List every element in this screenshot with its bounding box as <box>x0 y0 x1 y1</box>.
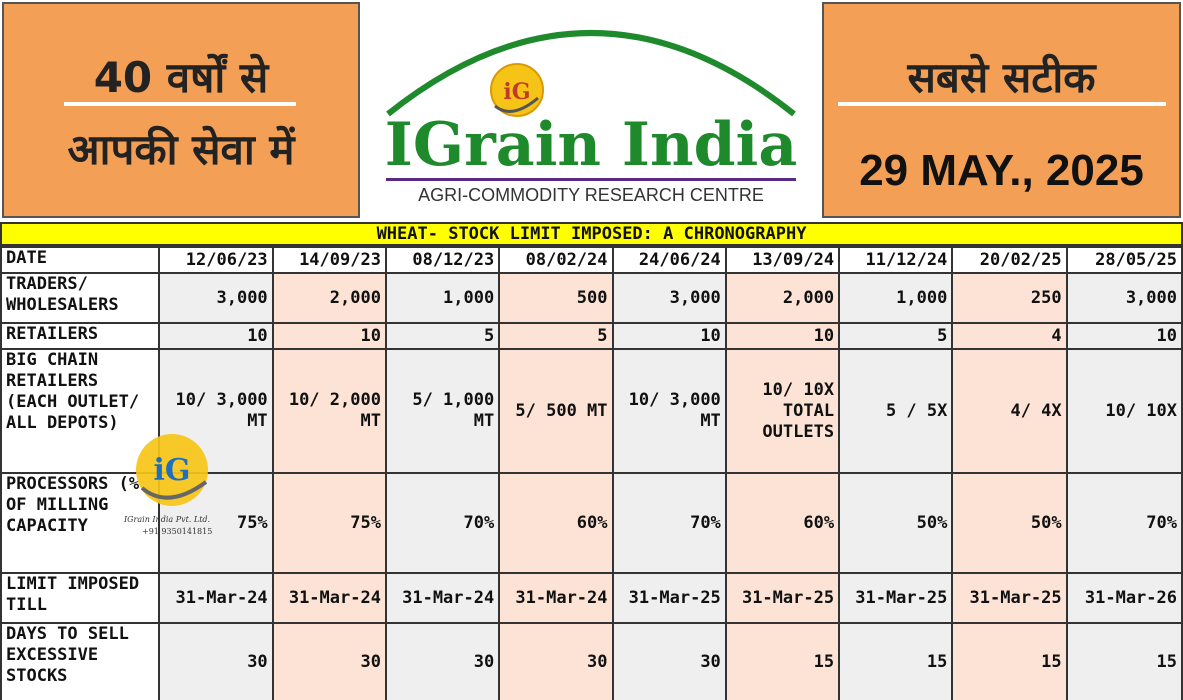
table-cell: 31-Mar-24 <box>158 572 274 624</box>
table-row-days-to-sell: DAYS TO SELL EXCESSIVE STOCKS 30 30 30 3… <box>0 622 1183 700</box>
table-cell: 30 <box>498 622 614 700</box>
table-cell: 30 <box>271 622 387 700</box>
table-cell: 31-Mar-25 <box>951 572 1068 624</box>
table-title: WHEAT- STOCK LIMIT IMPOSED: A CHRONOGRAP… <box>0 222 1183 246</box>
table-row-limit-till: LIMIT IMPOSED TILL 31-Mar-24 31-Mar-24 3… <box>0 572 1183 624</box>
table-cell: 31-Mar-25 <box>611 572 727 624</box>
brand-name: IGrain India <box>384 110 798 180</box>
row-label: TRADERS/ WHOLESALERS <box>0 272 161 324</box>
slogan-line-1: 40 वर्षों से <box>93 53 269 102</box>
header-banner: 40 वर्षों से आपकी सेवा में iG IGrain Ind… <box>0 0 1183 220</box>
watermark-letters: iG <box>153 453 190 488</box>
table-cell: 3,000 <box>158 272 274 324</box>
table-cell: 60% <box>724 472 841 574</box>
accuracy-slogan: सबसे सटीक <box>907 53 1096 102</box>
table-cell: 31-Mar-26 <box>1065 572 1183 624</box>
watermark-company: IGrain India Pvt. Ltd. <box>124 515 211 524</box>
date-header: 14/09/23 <box>271 246 387 274</box>
watermark-phone: +91 9350141815 <box>142 527 213 536</box>
brand-tagline: AGRI-COMMODITY RESEARCH CENTRE <box>418 185 764 205</box>
date-header: 28/05/25 <box>1065 246 1183 274</box>
table-cell: 5 / 5X <box>838 348 954 474</box>
date-header: 08/02/24 <box>498 246 614 274</box>
table-row-big-chain: BIG CHAIN RETAILERS (EACH OUTLET/ ALL DE… <box>0 348 1183 474</box>
table-cell: 10/ 3,000 MT <box>158 348 274 474</box>
table-cell: 3,000 <box>1065 272 1183 324</box>
table-cell: 70% <box>1065 472 1183 574</box>
table-cell: 3,000 <box>611 272 727 324</box>
table-cell: 31-Mar-24 <box>498 572 614 624</box>
table-cell: 75% <box>271 472 387 574</box>
table-cell: 15 <box>951 622 1068 700</box>
row-label: LIMIT IMPOSED TILL <box>0 572 161 624</box>
table-cell: 15 <box>724 622 841 700</box>
table-cell: 1,000 <box>384 272 501 324</box>
date-divider <box>838 102 1166 106</box>
table-row-traders: TRADERS/ WHOLESALERS 3,000 2,000 1,000 5… <box>0 272 1183 324</box>
table-cell: 250 <box>951 272 1068 324</box>
row-label: BIG CHAIN RETAILERS (EACH OUTLET/ ALL DE… <box>0 348 161 474</box>
table-cell: 70% <box>384 472 501 574</box>
table-cell: 31-Mar-25 <box>724 572 841 624</box>
date-header: 13/09/24 <box>724 246 841 274</box>
row-label: PROCESSORS (% OF MILLING CAPACITY <box>0 472 161 574</box>
table-cell: 500 <box>498 272 614 324</box>
logo-panel: iG IGrain India AGRI-COMMODITY RESEARCH … <box>362 2 820 218</box>
watermark-logo-icon: iG <box>136 434 208 506</box>
table-cell: 10/ 3,000 MT <box>611 348 727 474</box>
table-cell: 5 <box>838 322 954 350</box>
table-cell: 2,000 <box>271 272 387 324</box>
brand-underline <box>386 178 796 181</box>
row-label: DATE <box>0 246 161 274</box>
table-cell: 30 <box>611 622 727 700</box>
table-cell: 4/ 4X <box>951 348 1068 474</box>
table-cell: 50% <box>951 472 1068 574</box>
table-row-retailers: RETAILERS 10 10 5 5 10 10 5 4 10 <box>0 322 1183 350</box>
table-cell: 15 <box>838 622 954 700</box>
table-cell: 5 <box>498 322 614 350</box>
table-cell: 10 <box>1065 322 1183 350</box>
table-cell: 10 <box>724 322 841 350</box>
stock-limit-table: DATE 12/06/23 14/09/23 08/12/23 08/02/24… <box>0 246 1183 700</box>
table-cell: 5/ 500 MT <box>498 348 614 474</box>
table-cell: 10 <box>611 322 727 350</box>
table-cell: 70% <box>611 472 727 574</box>
table-cell: 31-Mar-24 <box>384 572 501 624</box>
table-cell: 4 <box>951 322 1068 350</box>
table-cell: 31-Mar-25 <box>838 572 954 624</box>
table-cell: 10/ 10X <box>1065 348 1183 474</box>
table-cell: 10/ 2,000 MT <box>271 348 387 474</box>
right-date-panel: सबसे सटीक 29 MAY., 2025 <box>822 2 1181 218</box>
table-cell: 30 <box>384 622 501 700</box>
report-date: 29 MAY., 2025 <box>859 146 1144 195</box>
table-cell: 60% <box>498 472 614 574</box>
date-header: 24/06/24 <box>611 246 727 274</box>
logo-arch-icon: iG <box>386 30 796 117</box>
slogan-divider <box>64 102 296 106</box>
logo-letters: iG <box>503 79 530 105</box>
table-cell: 31-Mar-24 <box>271 572 387 624</box>
date-header: 08/12/23 <box>384 246 501 274</box>
table-cell: 10 <box>158 322 274 350</box>
table-cell: 5/ 1,000 MT <box>384 348 501 474</box>
date-header: 20/02/25 <box>951 246 1068 274</box>
row-label: DAYS TO SELL EXCESSIVE STOCKS <box>0 622 161 700</box>
date-header: 12/06/23 <box>158 246 274 274</box>
table-row-dates: DATE 12/06/23 14/09/23 08/12/23 08/02/24… <box>0 246 1183 274</box>
table-cell: 10 <box>271 322 387 350</box>
table-cell: 1,000 <box>838 272 954 324</box>
table-cell: 2,000 <box>724 272 841 324</box>
table-cell: 5 <box>384 322 501 350</box>
table-cell: 10/ 10X TOTAL OUTLETS <box>724 348 841 474</box>
table-cell: 30 <box>158 622 274 700</box>
row-label: RETAILERS <box>0 322 161 350</box>
left-slogan-panel: 40 वर्षों से आपकी सेवा में <box>2 2 360 218</box>
slogan-line-2: आपकी सेवा में <box>67 125 295 174</box>
table-cell: 15 <box>1065 622 1183 700</box>
date-header: 11/12/24 <box>838 246 954 274</box>
table-cell: 50% <box>838 472 954 574</box>
